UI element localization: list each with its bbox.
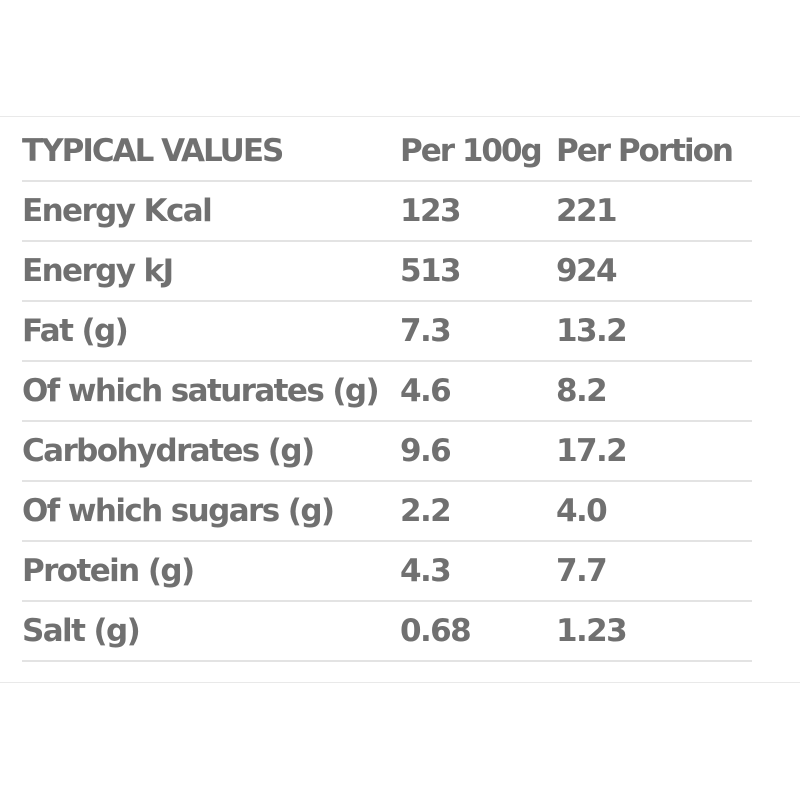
nutrient-label: Of which sugars (g) [22,481,400,542]
per-100g-value: 7.3 [400,301,556,362]
header-typical-values: TYPICAL VALUES [22,122,400,182]
nutrition-table: TYPICAL VALUES Per 100g Per Portion Ener… [22,122,752,662]
per-100g-value: 513 [400,241,556,302]
table-header-row: TYPICAL VALUES Per 100g Per Portion [22,122,752,182]
nutrient-label: Salt (g) [22,601,400,662]
per-portion-value: 7.7 [556,541,752,602]
per-portion-value: 4.0 [556,481,752,542]
per-100g-value: 0.68 [400,601,556,662]
per-portion-value: 17.2 [556,421,752,482]
table-row: Carbohydrates (g) 9.6 17.2 [22,421,752,482]
table-row: Protein (g) 4.3 7.7 [22,541,752,602]
table-row: Energy kJ 513 924 [22,241,752,302]
nutrient-label: Of which saturates (g) [22,361,400,422]
table-row: Energy Kcal 123 221 [22,181,752,242]
per-portion-value: 8.2 [556,361,752,422]
per-100g-value: 2.2 [400,481,556,542]
nutrition-panel [0,116,800,683]
per-100g-value: 4.3 [400,541,556,602]
table-row: Salt (g) 0.68 1.23 [22,601,752,662]
nutrient-label: Protein (g) [22,541,400,602]
header-per-portion: Per Portion [556,122,752,182]
per-100g-value: 4.6 [400,361,556,422]
table-row: Of which sugars (g) 2.2 4.0 [22,481,752,542]
per-portion-value: 924 [556,241,752,302]
nutrient-label: Carbohydrates (g) [22,421,400,482]
per-portion-value: 221 [556,181,752,242]
per-100g-value: 123 [400,181,556,242]
per-portion-value: 13.2 [556,301,752,362]
table-row: Of which saturates (g) 4.6 8.2 [22,361,752,422]
nutrient-label: Energy kJ [22,241,400,302]
table-row: Fat (g) 7.3 13.2 [22,301,752,362]
header-per-100g: Per 100g [400,122,556,182]
nutrient-label: Fat (g) [22,301,400,362]
nutrient-label: Energy Kcal [22,181,400,242]
per-portion-value: 1.23 [556,601,752,662]
per-100g-value: 9.6 [400,421,556,482]
